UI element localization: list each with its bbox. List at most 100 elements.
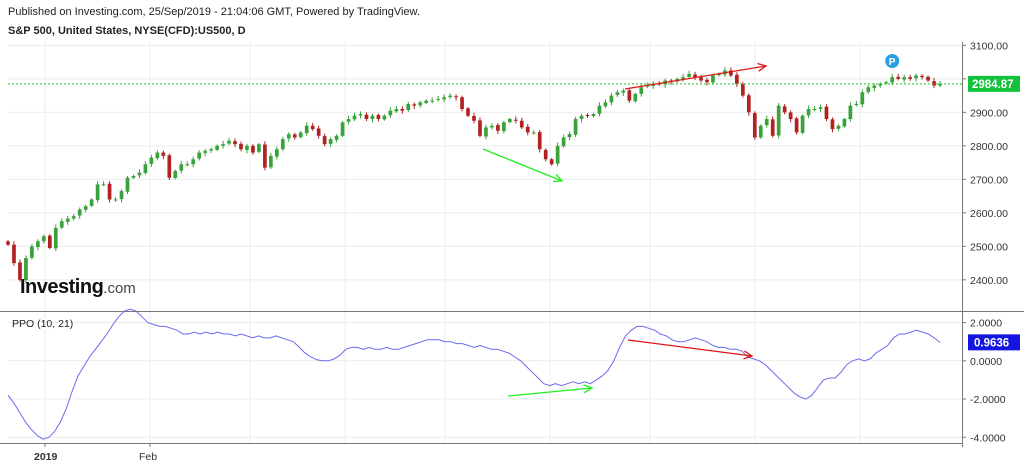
candle-body bbox=[842, 119, 847, 127]
candle-body bbox=[304, 125, 309, 134]
candle-body bbox=[705, 79, 709, 83]
price-tick-label: 2400.00 bbox=[970, 275, 1008, 287]
candle-body bbox=[322, 136, 327, 145]
candle-down bbox=[908, 74, 912, 81]
candle-body bbox=[579, 115, 584, 120]
candle-body bbox=[24, 258, 28, 281]
candle-body bbox=[209, 149, 213, 151]
price-higher-high-arrow bbox=[624, 62, 768, 90]
candle-body bbox=[507, 119, 512, 123]
candle-up bbox=[298, 131, 303, 139]
candle-up bbox=[197, 150, 202, 161]
candle-body bbox=[908, 77, 912, 79]
candle-body bbox=[770, 119, 775, 136]
candle-body bbox=[233, 141, 237, 145]
candle-down bbox=[364, 112, 369, 122]
candle-body bbox=[161, 152, 166, 156]
candle-up bbox=[878, 82, 883, 88]
candle-down bbox=[932, 77, 936, 89]
candle-body bbox=[406, 103, 411, 111]
candle-up bbox=[633, 92, 638, 103]
candle-up bbox=[621, 88, 626, 96]
candle-body bbox=[418, 102, 423, 106]
candle-up bbox=[860, 89, 865, 108]
candle-up bbox=[609, 92, 614, 106]
candle-body bbox=[436, 98, 441, 100]
candle-up bbox=[227, 137, 231, 146]
price-tick-label: 2800.00 bbox=[970, 141, 1008, 153]
candle-down bbox=[824, 104, 829, 122]
candle-body bbox=[914, 75, 918, 79]
candle-body bbox=[71, 216, 76, 219]
candle-up bbox=[842, 117, 847, 128]
candle-down bbox=[167, 153, 172, 181]
candle-body bbox=[764, 119, 769, 126]
candle-up bbox=[59, 218, 64, 230]
candle-up bbox=[203, 148, 208, 157]
candle-body bbox=[896, 76, 901, 79]
candle-up bbox=[615, 89, 620, 97]
candle-up bbox=[914, 73, 918, 82]
candle-up bbox=[137, 169, 142, 179]
candle-up bbox=[370, 113, 375, 123]
candle-down bbox=[782, 103, 787, 115]
candle-up bbox=[812, 105, 817, 112]
candle-body bbox=[173, 170, 178, 179]
symbol-title: S&P 500, United States, NYSE(CFD):US500,… bbox=[8, 25, 246, 37]
candle-up bbox=[24, 255, 28, 284]
candle-body bbox=[346, 119, 351, 122]
candle-body bbox=[131, 176, 136, 178]
candle-up bbox=[36, 239, 40, 251]
candle-up bbox=[567, 131, 572, 141]
ppo-tick-label: 2.0000 bbox=[970, 318, 1002, 330]
candle-up bbox=[430, 97, 435, 104]
candle-up bbox=[711, 73, 715, 85]
candle-down bbox=[400, 106, 405, 114]
x-label-feb: Feb bbox=[139, 451, 157, 463]
candle-down bbox=[18, 259, 22, 282]
candle-up bbox=[854, 100, 859, 107]
candle-up bbox=[71, 213, 76, 221]
candle-body bbox=[794, 118, 799, 133]
candle-body bbox=[227, 140, 231, 144]
arrow-shaft bbox=[627, 339, 753, 357]
candle-down bbox=[310, 122, 315, 131]
candle-down bbox=[239, 141, 243, 152]
arrow-head bbox=[743, 350, 754, 360]
candle-body bbox=[101, 184, 106, 186]
candle-up bbox=[131, 174, 136, 180]
arrow-head bbox=[757, 62, 768, 72]
candle-body bbox=[358, 114, 363, 116]
candle-body bbox=[448, 95, 452, 97]
candle-body bbox=[513, 119, 518, 121]
candle-body bbox=[316, 128, 321, 136]
investing-logo: Investing.com bbox=[20, 276, 136, 298]
candle-body bbox=[848, 105, 853, 120]
candle-body bbox=[394, 109, 399, 112]
candle-up bbox=[143, 161, 148, 175]
candle-up bbox=[119, 189, 124, 203]
candle-body bbox=[555, 145, 560, 164]
candle-up bbox=[388, 107, 393, 119]
candle-up bbox=[591, 112, 596, 118]
candle-body bbox=[149, 157, 154, 164]
candle-body bbox=[340, 122, 345, 136]
candle-up bbox=[215, 144, 219, 152]
candlestick-series bbox=[6, 67, 942, 284]
candle-body bbox=[938, 83, 942, 86]
candle-body bbox=[251, 145, 255, 153]
candle-down bbox=[316, 125, 321, 139]
candle-up bbox=[394, 105, 399, 114]
price-tick-label: 2500.00 bbox=[970, 241, 1008, 253]
candle-body bbox=[286, 134, 291, 139]
last-ppo-label: 0.9636 bbox=[974, 337, 1009, 349]
candle-body bbox=[537, 132, 542, 150]
candle-down bbox=[788, 110, 793, 123]
candle-body bbox=[352, 115, 357, 120]
candle-body bbox=[782, 106, 787, 113]
candle-down bbox=[896, 73, 901, 81]
candle-down bbox=[693, 71, 697, 81]
candle-up bbox=[340, 121, 345, 138]
candle-up bbox=[89, 198, 94, 208]
candle-up bbox=[382, 114, 387, 121]
